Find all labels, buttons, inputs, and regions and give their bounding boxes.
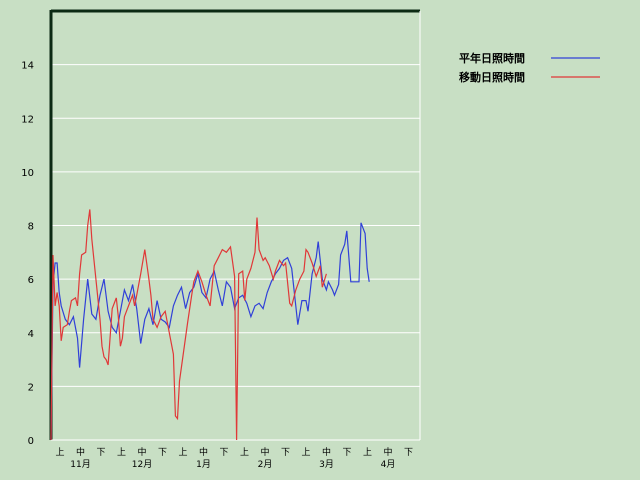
series-line-0 — [50, 222, 370, 441]
x-period-label: 下 — [404, 448, 413, 458]
x-period-label: 下 — [281, 448, 290, 458]
y-tick-label: 6 — [28, 275, 34, 286]
x-period-label: 上 — [117, 447, 126, 458]
x-period-label: 上 — [363, 447, 372, 458]
x-period-label: 上 — [301, 447, 310, 458]
x-month-label: 3月 — [319, 459, 334, 470]
series-lines — [50, 209, 370, 441]
x-period-label: 上 — [55, 447, 64, 458]
x-month-label: 1月 — [196, 459, 211, 470]
gridlines — [51, 64, 420, 387]
x-period-label: 中 — [383, 446, 392, 458]
x-period-label: 中 — [137, 446, 146, 458]
x-period-label: 下 — [158, 448, 167, 458]
y-tick-label: 0 — [28, 436, 34, 447]
x-period-label: 中 — [260, 446, 269, 458]
y-tick-label: 10 — [21, 168, 34, 179]
series-line-1 — [50, 209, 327, 441]
axes — [49, 9, 421, 441]
x-period-label: 中 — [76, 446, 85, 458]
y-tick-label: 2 — [28, 382, 34, 393]
x-month-label: 4月 — [381, 459, 396, 470]
x-period-label: 下 — [342, 448, 351, 458]
legend-label-1: 移動日照時間 — [459, 70, 525, 84]
y-tick-labels: 0 2 4 6 8 10 12 14 — [21, 61, 34, 447]
x-period-label: 下 — [96, 448, 105, 458]
x-period-label: 上 — [178, 447, 187, 458]
legend-label-0: 平年日照時間 — [459, 51, 525, 65]
y-tick-label: 4 — [28, 329, 34, 340]
x-month-label: 2月 — [258, 459, 273, 470]
y-tick-label: 12 — [21, 114, 34, 125]
x-month-label: 12月 — [132, 459, 152, 470]
y-tick-label: 14 — [21, 61, 34, 72]
y-tick-label: 8 — [28, 222, 34, 233]
x-period-label: 中 — [199, 446, 208, 458]
x-month-label: 11月 — [70, 459, 90, 470]
x-tick-labels: 上中下11月上中下12月上中下1月上中下2月上中下3月上中下4月 — [55, 446, 413, 470]
x-period-label: 上 — [240, 447, 249, 458]
x-period-label: 中 — [322, 446, 331, 458]
x-period-label: 下 — [219, 448, 228, 458]
